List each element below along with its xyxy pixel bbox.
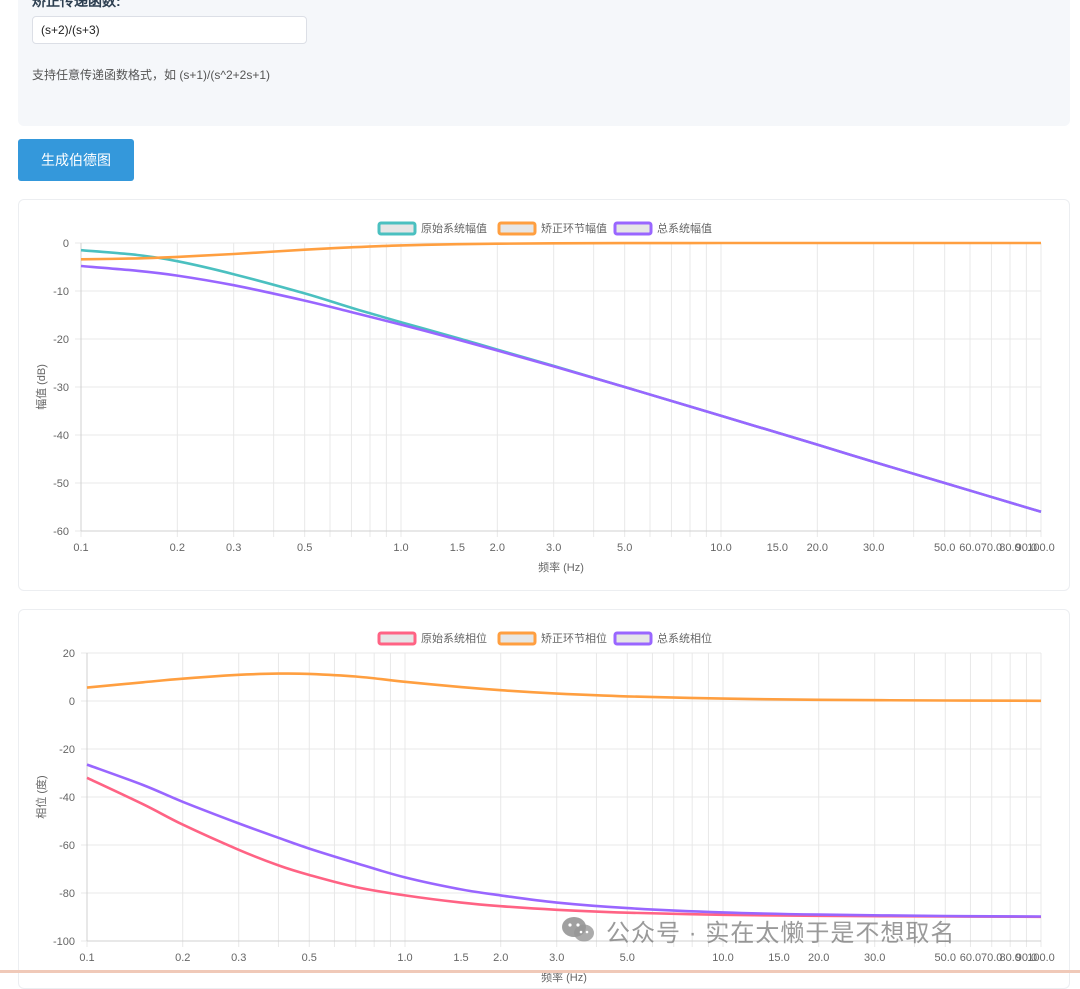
y-axis-title: 相位 (度) bbox=[34, 775, 48, 818]
phase-chart: 20 0 -20 -40 -60 -80 -100 0.1 0.2 0.3 0.5 1.0 1.5 2.0… bbox=[34, 631, 1055, 984]
magnitude-chart-card: 0 -10 -20 -30 -40 -50 -60 0.1 0.2 0.3 0.5 1.0 1.5 2.0… bbox=[18, 199, 1070, 591]
legend-label[interactable]: 总系统相位 bbox=[657, 631, 712, 645]
x-tick-label: 80.0 bbox=[999, 952, 1020, 964]
x-tick-label: 90.0 bbox=[1016, 952, 1037, 964]
y-tick-label: -80 bbox=[59, 888, 75, 900]
x-tick-label: 0.2 bbox=[170, 542, 185, 554]
legend-swatch[interactable] bbox=[377, 221, 417, 236]
x-tick-label: 5.0 bbox=[617, 542, 632, 554]
x-tick-label: 3.0 bbox=[549, 952, 564, 964]
series-line-3 bbox=[86, 763, 1042, 918]
x-tick-label: 100.0 bbox=[1027, 952, 1055, 964]
legend-swatch[interactable] bbox=[497, 221, 537, 236]
y-tick-label: -60 bbox=[53, 526, 69, 538]
x-tick-label: 80.0 bbox=[999, 542, 1020, 554]
x-tick-label: 20.0 bbox=[808, 952, 829, 964]
legend-label[interactable]: 矫正环节幅值 bbox=[541, 222, 607, 235]
watermark: 公众号 · 实在太懒于是不想取名 bbox=[560, 910, 955, 950]
series-line-3 bbox=[80, 264, 1042, 514]
series-line-1 bbox=[80, 248, 1042, 514]
series-line-1 bbox=[86, 776, 1042, 919]
legend-swatch[interactable] bbox=[613, 631, 653, 646]
x-tick-label: 0.5 bbox=[302, 952, 317, 964]
bottom-border bbox=[0, 970, 1080, 973]
y-tick-label: -20 bbox=[53, 334, 69, 346]
x-tick-label: 60.0 bbox=[959, 542, 980, 554]
x-tick-label: 20.0 bbox=[807, 542, 828, 554]
legend-swatch[interactable] bbox=[377, 631, 417, 646]
x-tick-label: 3.0 bbox=[546, 542, 561, 554]
series-line-2 bbox=[86, 672, 1042, 703]
x-tick-label: 0.5 bbox=[297, 542, 312, 554]
x-tick-label: 30.0 bbox=[863, 542, 884, 554]
x-axis-title: 频率 (Hz) bbox=[538, 560, 584, 574]
y-tick-label: -40 bbox=[53, 430, 69, 442]
x-tick-label: 15.0 bbox=[768, 952, 789, 964]
phase-chart-card: 20 0 -20 -40 -60 -80 -100 0.1 0.2 0.3 0.5 1.0 1.5 2.0… bbox=[18, 609, 1070, 989]
x-tick-label: 0.3 bbox=[226, 542, 241, 554]
x-tick-label: 50.0 bbox=[935, 952, 956, 964]
x-tick-label: 1.0 bbox=[393, 542, 408, 554]
x-tick-label: 1.0 bbox=[397, 952, 412, 964]
magnitude-chart: 0 -10 -20 -30 -40 -50 -60 0.1 0.2 0.3 0.5 1.0 1.5 2.0… bbox=[35, 221, 1055, 574]
x-tick-label: 60.0 bbox=[960, 952, 981, 964]
legend-swatch[interactable] bbox=[613, 221, 653, 236]
legend-label[interactable]: 原始系统相位 bbox=[421, 631, 487, 645]
watermark-text: 公众号 · 实在太懒于是不想取名 bbox=[606, 919, 956, 947]
y-tick-label: -30 bbox=[53, 382, 69, 394]
series-line-2 bbox=[80, 241, 1041, 261]
x-tick-label: 10.0 bbox=[710, 542, 731, 554]
y-axis-title: 幅值 (dB) bbox=[35, 364, 48, 410]
legend-label[interactable]: 总系统幅值 bbox=[657, 221, 712, 235]
y-tick-label: -50 bbox=[53, 478, 69, 490]
x-tick-label: 1.5 bbox=[453, 952, 468, 964]
x-tick-label: 5.0 bbox=[620, 952, 635, 964]
x-tick-label: 2.0 bbox=[493, 952, 508, 964]
transfer-function-input[interactable] bbox=[32, 16, 307, 44]
x-tick-label: 15.0 bbox=[767, 542, 788, 554]
y-tick-label: 20 bbox=[63, 648, 75, 660]
wechat-icon bbox=[562, 917, 594, 942]
x-tick-label: 100.0 bbox=[1027, 542, 1055, 554]
transfer-function-label: 矫正传递函数: bbox=[32, 0, 121, 9]
legend-label[interactable]: 矫正环节相位 bbox=[541, 631, 607, 645]
x-tick-label: 50.0 bbox=[934, 542, 955, 554]
legend-swatch[interactable] bbox=[497, 631, 537, 646]
y-tick-label: -100 bbox=[53, 936, 75, 948]
generate-bode-button[interactable]: 生成伯德图 bbox=[18, 139, 134, 181]
x-tick-label: 0.2 bbox=[175, 952, 190, 964]
y-tick-label: -40 bbox=[59, 792, 75, 804]
y-tick-label: 0 bbox=[69, 696, 75, 708]
x-tick-label: 70.0 bbox=[981, 542, 1002, 554]
x-tick-label: 10.0 bbox=[712, 952, 733, 964]
x-tick-label: 90.0 bbox=[1016, 542, 1037, 554]
x-tick-label: 0.3 bbox=[231, 952, 246, 964]
x-tick-label: 2.0 bbox=[490, 542, 505, 554]
y-tick-label: 0 bbox=[63, 238, 69, 250]
config-panel: 矫正传递函数: 支持任意传递函数格式，如 (s+1)/(s^2+2s+1) bbox=[18, 0, 1070, 126]
x-tick-label: 70.0 bbox=[981, 952, 1002, 964]
y-tick-label: -10 bbox=[53, 286, 69, 298]
grid bbox=[75, 242, 1042, 537]
x-tick-label: 0.1 bbox=[79, 952, 94, 964]
format-hint: 支持任意传递函数格式，如 (s+1)/(s^2+2s+1) bbox=[32, 68, 271, 82]
y-tick-label: -20 bbox=[59, 744, 75, 756]
y-tick-label: -60 bbox=[59, 840, 75, 852]
x-tick-label: 1.5 bbox=[450, 542, 465, 554]
legend-label[interactable]: 原始系统幅值 bbox=[421, 221, 487, 235]
x-tick-label: 0.1 bbox=[73, 542, 88, 554]
x-tick-label: 30.0 bbox=[864, 952, 885, 964]
